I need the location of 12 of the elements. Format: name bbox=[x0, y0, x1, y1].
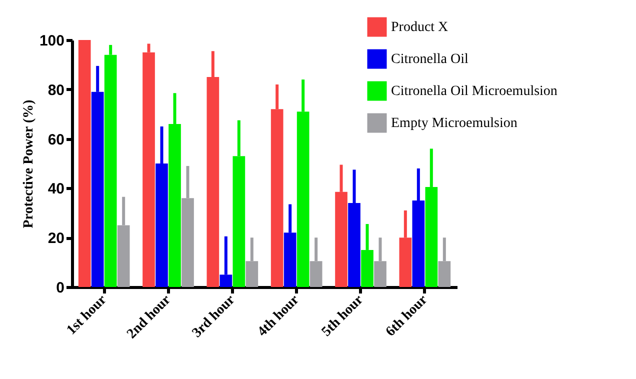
legend-label: Citronella Oil bbox=[391, 52, 468, 67]
y-tick-label: 40 bbox=[48, 180, 64, 198]
y-tick-label: 80 bbox=[48, 82, 64, 99]
legend-label: Empty Microemulsion bbox=[391, 116, 518, 131]
legend-label: Product X bbox=[391, 20, 448, 35]
y-tick-label: 0 bbox=[56, 280, 64, 296]
y-axis-title: Protective Power (%) bbox=[21, 99, 36, 228]
y-tick-label: 100 bbox=[39, 32, 64, 50]
legend-label: Citronella Oil Microemulsion bbox=[391, 84, 558, 99]
y-tick-label: 60 bbox=[48, 131, 64, 148]
bar bbox=[78, 40, 91, 287]
y-tick-label: 20 bbox=[48, 230, 64, 248]
